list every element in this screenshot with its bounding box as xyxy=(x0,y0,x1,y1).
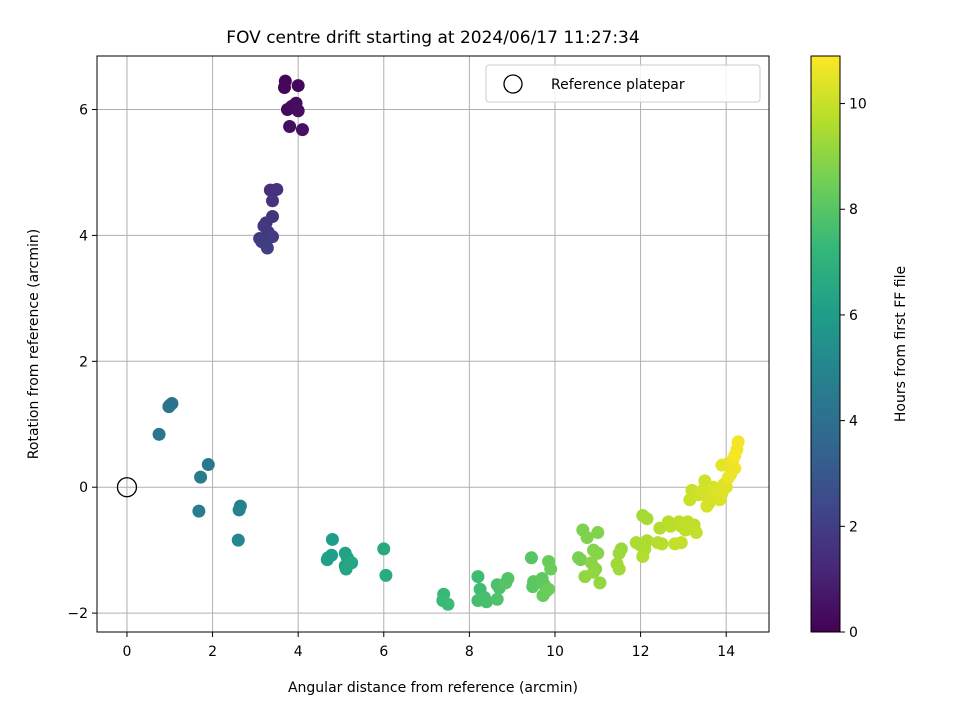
data-point xyxy=(612,546,626,560)
x-tick-label: 12 xyxy=(632,644,650,660)
data-point xyxy=(277,80,291,94)
data-point xyxy=(580,531,594,545)
colorbar: 0 2 4 6 8 10 Hours from first FF file xyxy=(810,55,909,641)
data-point xyxy=(524,551,538,565)
reference-marker-layer xyxy=(116,477,138,498)
data-point xyxy=(591,526,605,540)
data-point xyxy=(655,537,669,551)
colorbar-ticks: 0 2 4 6 8 10 xyxy=(840,97,867,641)
data-point xyxy=(320,553,334,567)
reference-platepar-marker xyxy=(116,477,138,498)
colorbar-tick-label: 8 xyxy=(849,202,858,218)
data-point xyxy=(441,597,455,611)
data-point xyxy=(283,120,297,134)
data-point xyxy=(377,542,391,556)
x-tick-label: 10 xyxy=(546,644,564,660)
legend-box xyxy=(485,64,761,103)
data-points xyxy=(152,74,745,611)
legend-label: Reference platepar xyxy=(551,77,685,93)
x-tick-label: 14 xyxy=(717,644,735,660)
colorbar-tick-label: 6 xyxy=(849,308,858,324)
data-point xyxy=(345,556,359,570)
colorbar-gradient xyxy=(811,56,840,632)
data-point xyxy=(192,504,206,518)
y-tick-label: 6 xyxy=(79,103,88,119)
x-axis-label: Angular distance from reference (arcmin) xyxy=(288,680,578,696)
data-point xyxy=(721,471,735,485)
data-point xyxy=(379,568,393,582)
data-point xyxy=(232,503,246,517)
data-point xyxy=(490,592,504,606)
data-point xyxy=(689,526,703,540)
x-tick-label: 0 xyxy=(123,644,132,660)
data-point xyxy=(480,595,494,609)
data-point xyxy=(291,104,305,118)
data-point xyxy=(640,512,654,526)
data-point xyxy=(544,562,558,576)
data-point xyxy=(499,576,513,590)
colorbar-tick-label: 0 xyxy=(849,625,858,641)
colorbar-tick-label: 10 xyxy=(849,97,867,113)
grid-lines xyxy=(97,56,769,632)
data-point xyxy=(728,449,742,463)
colorbar-label: Hours from first FF file xyxy=(893,266,909,422)
data-point xyxy=(612,562,626,576)
data-point xyxy=(591,546,605,560)
data-point xyxy=(162,400,176,414)
data-point xyxy=(152,427,166,441)
data-point xyxy=(593,576,607,590)
y-axis-label: Rotation from reference (arcmin) xyxy=(26,229,42,459)
data-point xyxy=(700,499,714,513)
data-point xyxy=(270,182,284,196)
y-tick-label: −2 xyxy=(67,606,88,622)
data-point xyxy=(194,470,208,484)
data-point xyxy=(231,533,245,547)
legend-open-circle-marker xyxy=(503,74,523,94)
data-point xyxy=(542,582,556,596)
data-point xyxy=(295,123,309,137)
data-point xyxy=(260,241,274,255)
data-point xyxy=(636,549,650,563)
x-tick-label: 2 xyxy=(208,644,217,660)
legend: Reference platepar xyxy=(485,64,761,103)
data-point xyxy=(265,194,279,208)
data-point xyxy=(291,79,305,93)
colorbar-tick-label: 4 xyxy=(849,414,858,430)
x-axis-ticks: 0 2 4 6 8 10 12 14 xyxy=(123,632,735,660)
data-point xyxy=(471,570,485,584)
data-point xyxy=(325,532,339,546)
y-tick-label: 2 xyxy=(79,354,88,370)
data-point xyxy=(674,536,688,550)
chart-title: FOV centre drift starting at 2024/06/17 … xyxy=(226,28,639,48)
data-point xyxy=(526,580,540,594)
data-point xyxy=(731,435,745,449)
x-tick-label: 4 xyxy=(294,644,303,660)
y-axis-ticks: −2 0 2 4 6 xyxy=(67,103,97,622)
plot-area-frame xyxy=(96,55,770,633)
y-tick-label: 4 xyxy=(79,228,88,244)
y-tick-label: 0 xyxy=(79,480,88,496)
data-point xyxy=(578,570,592,584)
data-point xyxy=(728,461,742,475)
colorbar-frame xyxy=(810,55,841,633)
x-tick-label: 6 xyxy=(379,644,388,660)
colorbar-tick-label: 2 xyxy=(849,519,858,535)
x-tick-label: 8 xyxy=(465,644,474,660)
data-point xyxy=(574,553,588,567)
data-point xyxy=(201,458,215,472)
